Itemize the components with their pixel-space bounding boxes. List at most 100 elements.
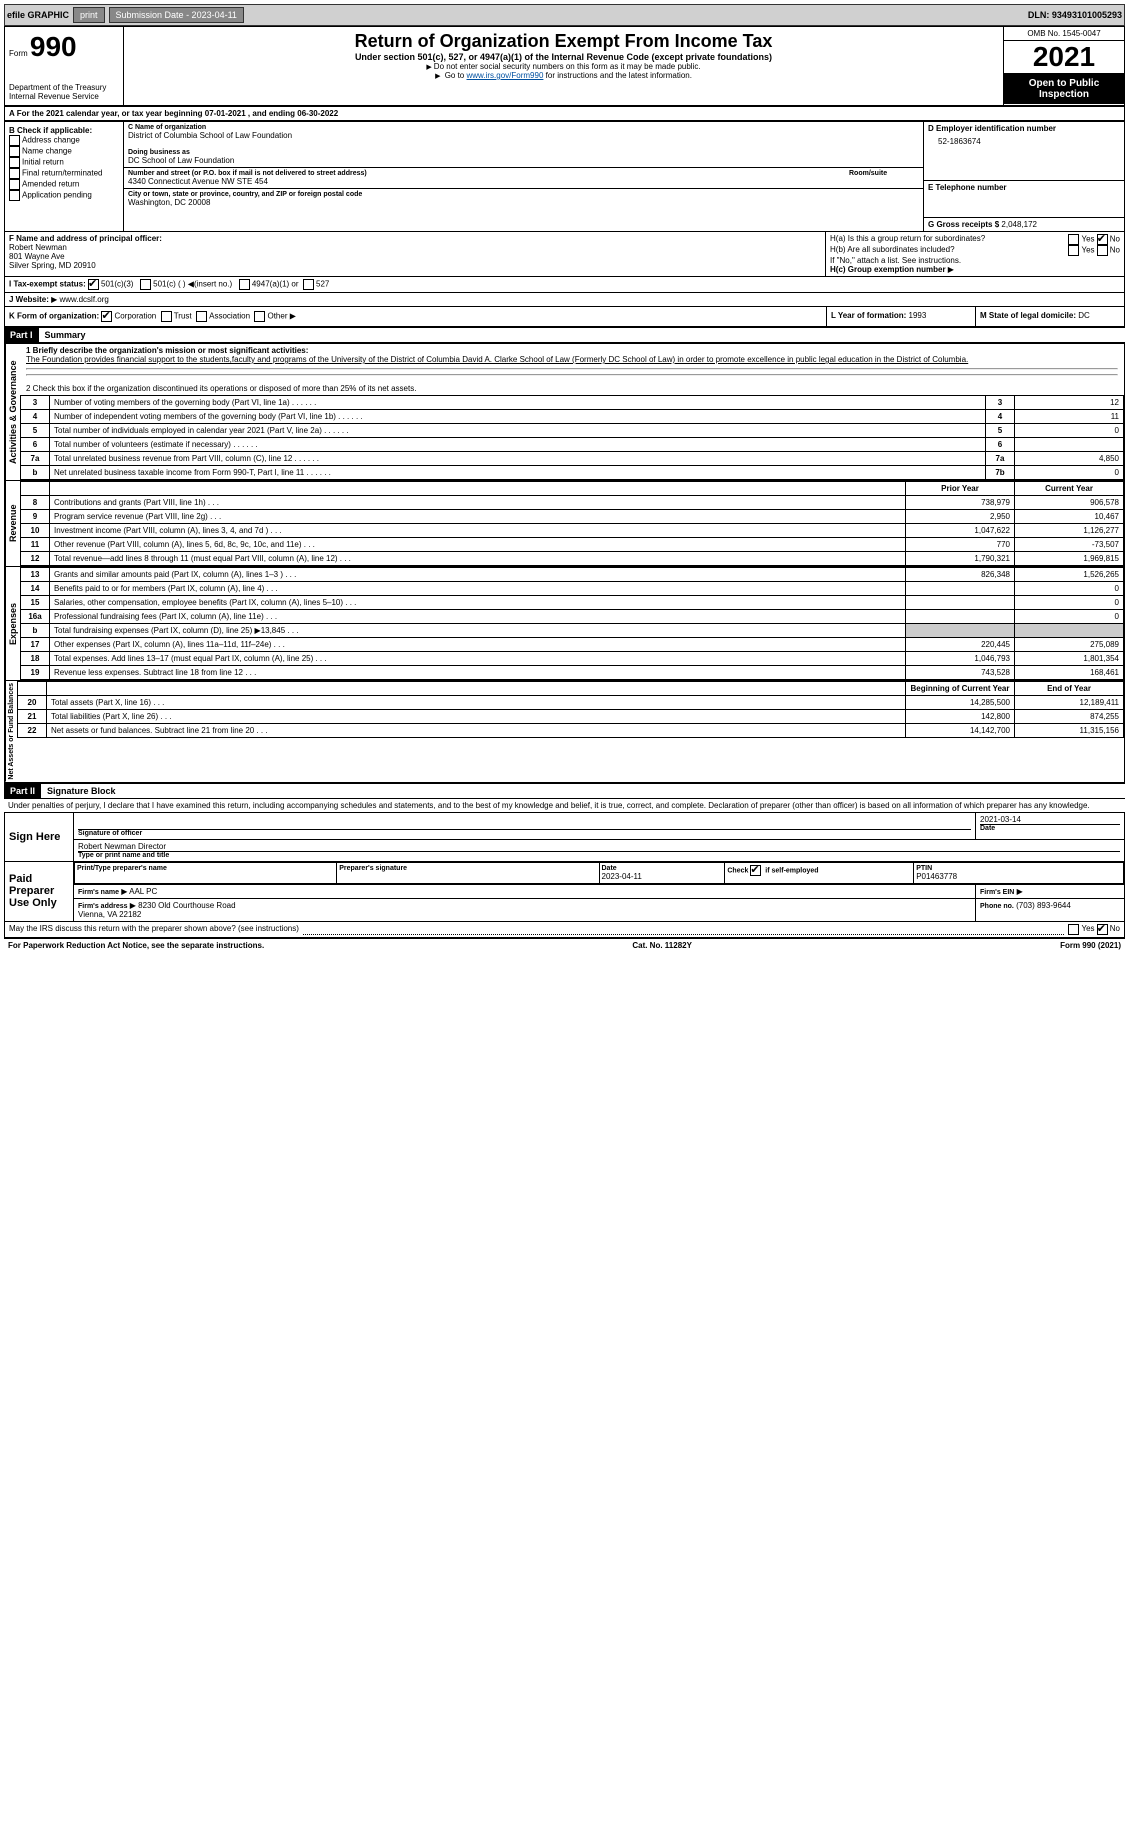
- room-cell: Room/suite: [845, 168, 923, 189]
- firm-ein-cell: Firm's EIN ▶: [976, 884, 1125, 898]
- boxb-checkbox[interactable]: [9, 146, 20, 157]
- dept-label: Department of the Treasury Internal Reve…: [9, 83, 119, 101]
- summary-row: bNet unrelated business taxable income f…: [21, 466, 1124, 480]
- vert-expenses: Expenses: [5, 567, 20, 680]
- other-checkbox[interactable]: [254, 311, 265, 322]
- hb-note: If "No," attach a list. See instructions…: [830, 256, 1120, 265]
- sig-date-cell: 2021-03-14 Date: [976, 812, 1125, 839]
- self-employed-checkbox[interactable]: [750, 865, 761, 876]
- form-note2: Go to www.irs.gov/Form990 for instructio…: [128, 71, 999, 80]
- assoc-checkbox[interactable]: [196, 311, 207, 322]
- discuss-yes-checkbox[interactable]: [1068, 924, 1079, 935]
- summary-row: 22Net assets or fund balances. Subtract …: [18, 724, 1124, 738]
- footer-right: Form 990 (2021): [1060, 941, 1121, 950]
- officer-addr1: 801 Wayne Ave: [9, 252, 65, 261]
- boxb-item: Amended return: [9, 179, 119, 190]
- officer-name: Robert Newman: [9, 243, 67, 252]
- summary-row: 8Contributions and grants (Part VIII, li…: [21, 496, 1124, 510]
- netassets-table: Beginning of Current YearEnd of Year 20T…: [17, 681, 1124, 738]
- boxb-item: Address change: [9, 135, 119, 146]
- year-block: OMB No. 1545-0047 2021 Open to Public In…: [1004, 27, 1124, 105]
- summary-row: 3Number of voting members of the governi…: [21, 396, 1124, 410]
- print-button[interactable]: print: [73, 7, 105, 23]
- summary-row: 21Total liabilities (Part X, line 26) . …: [18, 710, 1124, 724]
- boxb-checkbox[interactable]: [9, 190, 20, 201]
- ag-table: 3Number of voting members of the governi…: [20, 395, 1124, 480]
- box-i: I Tax-exempt status: 501(c)(3) 501(c) ( …: [5, 277, 1124, 292]
- expense-table: 13Grants and similar amounts paid (Part …: [20, 567, 1124, 680]
- summary-row: bTotal fundraising expenses (Part IX, co…: [21, 624, 1124, 638]
- form-number: 990: [30, 31, 77, 62]
- sig-officer-cell: Signature of officer: [74, 812, 976, 839]
- boxb-checkbox[interactable]: [9, 168, 20, 179]
- page-footer: For Paperwork Reduction Act Notice, see …: [4, 938, 1125, 952]
- city-address: Washington, DC 20008: [128, 198, 919, 207]
- box-h: H(a) Is this a group return for subordin…: [826, 232, 1124, 276]
- signature-table: Sign Here Signature of officer 2021-03-1…: [4, 812, 1125, 922]
- sign-here-label: Sign Here: [5, 812, 74, 861]
- boxb-checkbox[interactable]: [9, 135, 20, 146]
- trust-checkbox[interactable]: [161, 311, 172, 322]
- box-b-label: B Check if applicable:: [9, 126, 119, 135]
- title-block: Return of Organization Exempt From Incom…: [124, 27, 1004, 105]
- form-note1: Do not enter social security numbers on …: [128, 62, 999, 71]
- efile-label: efile GRAPHIC: [7, 10, 69, 20]
- form-word: Form: [9, 49, 28, 58]
- 501c-checkbox[interactable]: [140, 279, 151, 290]
- discuss-no-checkbox[interactable]: [1097, 924, 1108, 935]
- hb-no-checkbox[interactable]: [1097, 245, 1108, 256]
- ha-yes-checkbox[interactable]: [1068, 234, 1079, 245]
- box-d-e-g: D Employer identification number 52-1863…: [923, 122, 1124, 231]
- ein-value: 52-1863674: [928, 133, 1120, 150]
- boxb-item: Application pending: [9, 190, 119, 201]
- vert-activities: Activities & Governance: [5, 344, 20, 480]
- ha-label: H(a) Is this a group return for subordin…: [830, 234, 1068, 245]
- footer-left: For Paperwork Reduction Act Notice, see …: [8, 941, 264, 950]
- gross-receipts-value: 2,048,172: [1001, 220, 1037, 229]
- dln-label: DLN: 93493101005293: [1028, 10, 1122, 20]
- summary-row: 5Total number of individuals employed in…: [21, 424, 1124, 438]
- summary-row: 11Other revenue (Part VIII, column (A), …: [21, 538, 1124, 552]
- org-info-grid: B Check if applicable: Address changeNam…: [4, 121, 1125, 232]
- q1: 1 Briefly describe the organization's mi…: [20, 344, 1124, 382]
- gross-receipts-cell: G Gross receipts $ 2,048,172: [924, 218, 1124, 231]
- box-c: C Name of organization District of Colum…: [124, 122, 923, 231]
- mission-text: The Foundation provides financial suppor…: [26, 355, 968, 364]
- summary-row: 13Grants and similar amounts paid (Part …: [21, 568, 1124, 582]
- hb-yes-checkbox[interactable]: [1068, 245, 1079, 256]
- boxb-item: Name change: [9, 146, 119, 157]
- form-title: Return of Organization Exempt From Incom…: [128, 31, 999, 52]
- boxb-checkbox[interactable]: [9, 157, 20, 168]
- summary-row: 17Other expenses (Part IX, column (A), l…: [21, 638, 1124, 652]
- omb-number: OMB No. 1545-0047: [1004, 27, 1124, 41]
- 4947-checkbox[interactable]: [239, 279, 250, 290]
- firm-name-cell: Firm's name ▶ AAL PC: [74, 884, 976, 898]
- street-address: 4340 Connecticut Avenue NW STE 454: [128, 177, 841, 186]
- ha-no-checkbox[interactable]: [1097, 234, 1108, 245]
- city-cell: City or town, state or province, country…: [124, 189, 923, 209]
- dba-name: DC School of Law Foundation: [128, 156, 919, 165]
- part1-header: Part I Summary: [4, 327, 1125, 343]
- top-control-bar: efile GRAPHIC print Submission Date - 20…: [4, 4, 1125, 26]
- boxb-checkbox[interactable]: [9, 179, 20, 190]
- summary-row: 16aProfessional fundraising fees (Part I…: [21, 610, 1124, 624]
- footer-mid: Cat. No. 11282Y: [632, 941, 692, 950]
- 527-checkbox[interactable]: [303, 279, 314, 290]
- summary-row: 18Total expenses. Add lines 13–17 (must …: [21, 652, 1124, 666]
- summary-row: 14Benefits paid to or for members (Part …: [21, 582, 1124, 596]
- summary-row: 9Program service revenue (Part VIII, lin…: [21, 510, 1124, 524]
- 501c3-checkbox[interactable]: [88, 279, 99, 290]
- phone-cell: E Telephone number: [924, 181, 1124, 218]
- summary-row: 6Total number of volunteers (estimate if…: [21, 438, 1124, 452]
- q2: 2 Check this box if the organization dis…: [20, 382, 1124, 395]
- vert-revenue: Revenue: [5, 481, 20, 566]
- discuss-label: May the IRS discuss this return with the…: [9, 924, 299, 935]
- submission-date-button[interactable]: Submission Date - 2023-04-11: [109, 7, 244, 23]
- summary-row: 15Salaries, other compensation, employee…: [21, 596, 1124, 610]
- form-number-block: Form 990 Department of the Treasury Inte…: [5, 27, 124, 105]
- irs-link[interactable]: www.irs.gov/Form990: [466, 71, 543, 80]
- corp-checkbox[interactable]: [101, 311, 112, 322]
- part2-header: Part II Signature Block: [4, 783, 1125, 799]
- box-m: M State of legal domicile: DC: [975, 307, 1124, 326]
- boxb-item: Final return/terminated: [9, 168, 119, 179]
